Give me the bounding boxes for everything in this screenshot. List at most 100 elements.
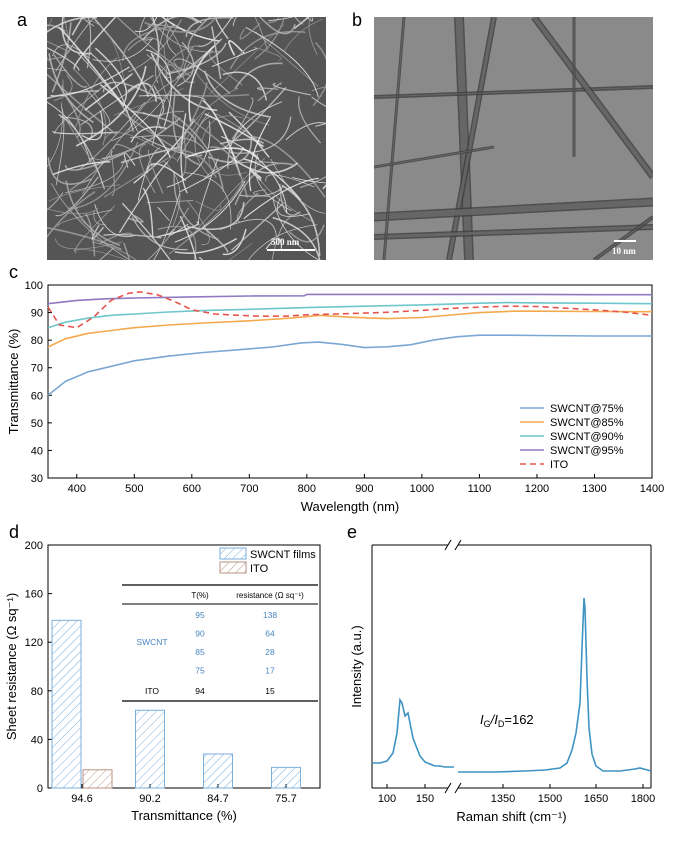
sem-fiber bbox=[71, 17, 84, 36]
tem-bundle-core bbox=[374, 199, 653, 220]
sem-fiber bbox=[47, 102, 63, 168]
sem-fiber bbox=[174, 87, 239, 152]
sem-fiber bbox=[198, 158, 219, 226]
y-tick-label: 120 bbox=[25, 637, 43, 649]
sem-fiber bbox=[103, 233, 162, 239]
sem-fiber bbox=[208, 24, 285, 95]
table-cell: 15 bbox=[265, 686, 275, 696]
series-line bbox=[47, 310, 653, 348]
sem-fiber bbox=[231, 97, 254, 140]
series-line bbox=[47, 301, 653, 329]
sem-fiber bbox=[234, 62, 283, 90]
sem-fiber bbox=[94, 47, 128, 104]
x-tick-label: 700 bbox=[240, 483, 258, 495]
sem-fiber bbox=[256, 87, 279, 91]
sem-fiber bbox=[157, 206, 170, 221]
sem-fiber bbox=[77, 53, 139, 132]
x-axis-label: Transmittance (%) bbox=[131, 808, 237, 823]
sem-fiber bbox=[209, 146, 248, 198]
sem-fiber bbox=[197, 17, 233, 47]
y-tick-label: 90 bbox=[31, 308, 43, 320]
sem-fiber bbox=[187, 201, 210, 246]
table-cell: 64 bbox=[265, 629, 275, 639]
sem-fiber bbox=[254, 17, 268, 51]
raman-spectrum-left bbox=[372, 697, 454, 768]
sem-fiber bbox=[92, 241, 137, 260]
x-tick-label: 800 bbox=[298, 483, 316, 495]
sem-fiber bbox=[179, 126, 187, 178]
sem-fiber bbox=[198, 256, 203, 260]
sem-fiber bbox=[211, 26, 222, 79]
x-tick-label: 1800 bbox=[631, 793, 655, 805]
series-line bbox=[47, 291, 653, 329]
sem-fiber bbox=[51, 183, 130, 260]
x-tick-label: 1300 bbox=[582, 483, 606, 495]
x-axis-label: Raman shift (cm⁻¹) bbox=[456, 809, 566, 824]
sem-fiber bbox=[144, 17, 218, 33]
sem-fiber bbox=[57, 209, 113, 227]
sem-fiber bbox=[65, 180, 121, 247]
sem-fiber bbox=[47, 55, 67, 61]
plot-frame bbox=[47, 284, 653, 479]
sem-fiber bbox=[228, 111, 270, 158]
sem-fiber bbox=[255, 31, 319, 87]
sem-fiber bbox=[55, 17, 95, 72]
tem-bundle-core bbox=[374, 86, 653, 98]
sem-fiber bbox=[292, 176, 326, 184]
sem-fiber bbox=[147, 149, 164, 194]
sem-fiber bbox=[47, 101, 91, 163]
sem-fiber bbox=[65, 159, 125, 194]
sem-fiber bbox=[47, 17, 98, 33]
sem-fiber bbox=[186, 202, 245, 230]
legend-label: SWCNT@95% bbox=[550, 445, 624, 457]
plot-frame bbox=[47, 544, 321, 789]
sem-fiber bbox=[191, 66, 270, 126]
sem-fiber bbox=[52, 130, 118, 135]
sem-fiber bbox=[47, 18, 53, 64]
sem-fiber bbox=[222, 228, 247, 256]
sem-fiber bbox=[47, 40, 71, 53]
sem-fiber bbox=[173, 58, 231, 95]
x-tick-label: 1100 bbox=[468, 483, 492, 495]
sem-fiber bbox=[176, 41, 195, 87]
sem-fiber bbox=[272, 196, 320, 260]
table-cell: 138 bbox=[263, 610, 277, 620]
sem-fiber bbox=[54, 84, 106, 135]
legend-label: SWCNT@90% bbox=[550, 431, 624, 443]
sem-fiber bbox=[134, 17, 158, 33]
sem-fiber bbox=[222, 71, 268, 101]
sem-fiber bbox=[230, 116, 292, 154]
sem-fiber bbox=[92, 39, 152, 62]
sem-fiber bbox=[53, 74, 73, 101]
y-tick-label: 40 bbox=[31, 734, 43, 746]
sem-fiber bbox=[51, 22, 72, 93]
y-tick-label: 80 bbox=[31, 686, 43, 698]
axis-break-mark bbox=[454, 782, 462, 794]
x-tick-label: 150 bbox=[416, 793, 434, 805]
x-axis-label: Wavelength (nm) bbox=[301, 499, 400, 514]
sem-fiber bbox=[265, 174, 315, 188]
sem-fiber bbox=[142, 187, 154, 239]
sem-fiber bbox=[127, 37, 164, 52]
sem-fiber bbox=[173, 93, 250, 97]
sem-fiber bbox=[145, 49, 172, 127]
tem-bundle-core bbox=[532, 17, 653, 179]
sem-fiber bbox=[158, 67, 179, 125]
y-tick-label: 40 bbox=[31, 445, 43, 457]
bar bbox=[271, 766, 301, 789]
sem-fiber bbox=[308, 17, 318, 56]
sem-fiber bbox=[231, 203, 283, 251]
sem-fiber bbox=[131, 216, 188, 251]
sheet-resistance-chart: 0 40 80 120 160 200 94.6 90.2 84.7 75.7 Transmitta… bbox=[4, 540, 321, 823]
table-group-label: SWCNT bbox=[136, 637, 167, 647]
sem-fiber bbox=[80, 74, 154, 126]
sem-fiber bbox=[48, 53, 94, 124]
sem-fiber bbox=[104, 132, 177, 160]
table-cell: 75 bbox=[195, 666, 205, 676]
sem-fiber bbox=[315, 123, 326, 127]
sem-fiber bbox=[47, 46, 80, 71]
sem-fiber bbox=[222, 86, 287, 150]
sem-fiber bbox=[211, 48, 258, 67]
sem-fiber bbox=[202, 226, 229, 253]
sem-fiber bbox=[47, 67, 67, 72]
